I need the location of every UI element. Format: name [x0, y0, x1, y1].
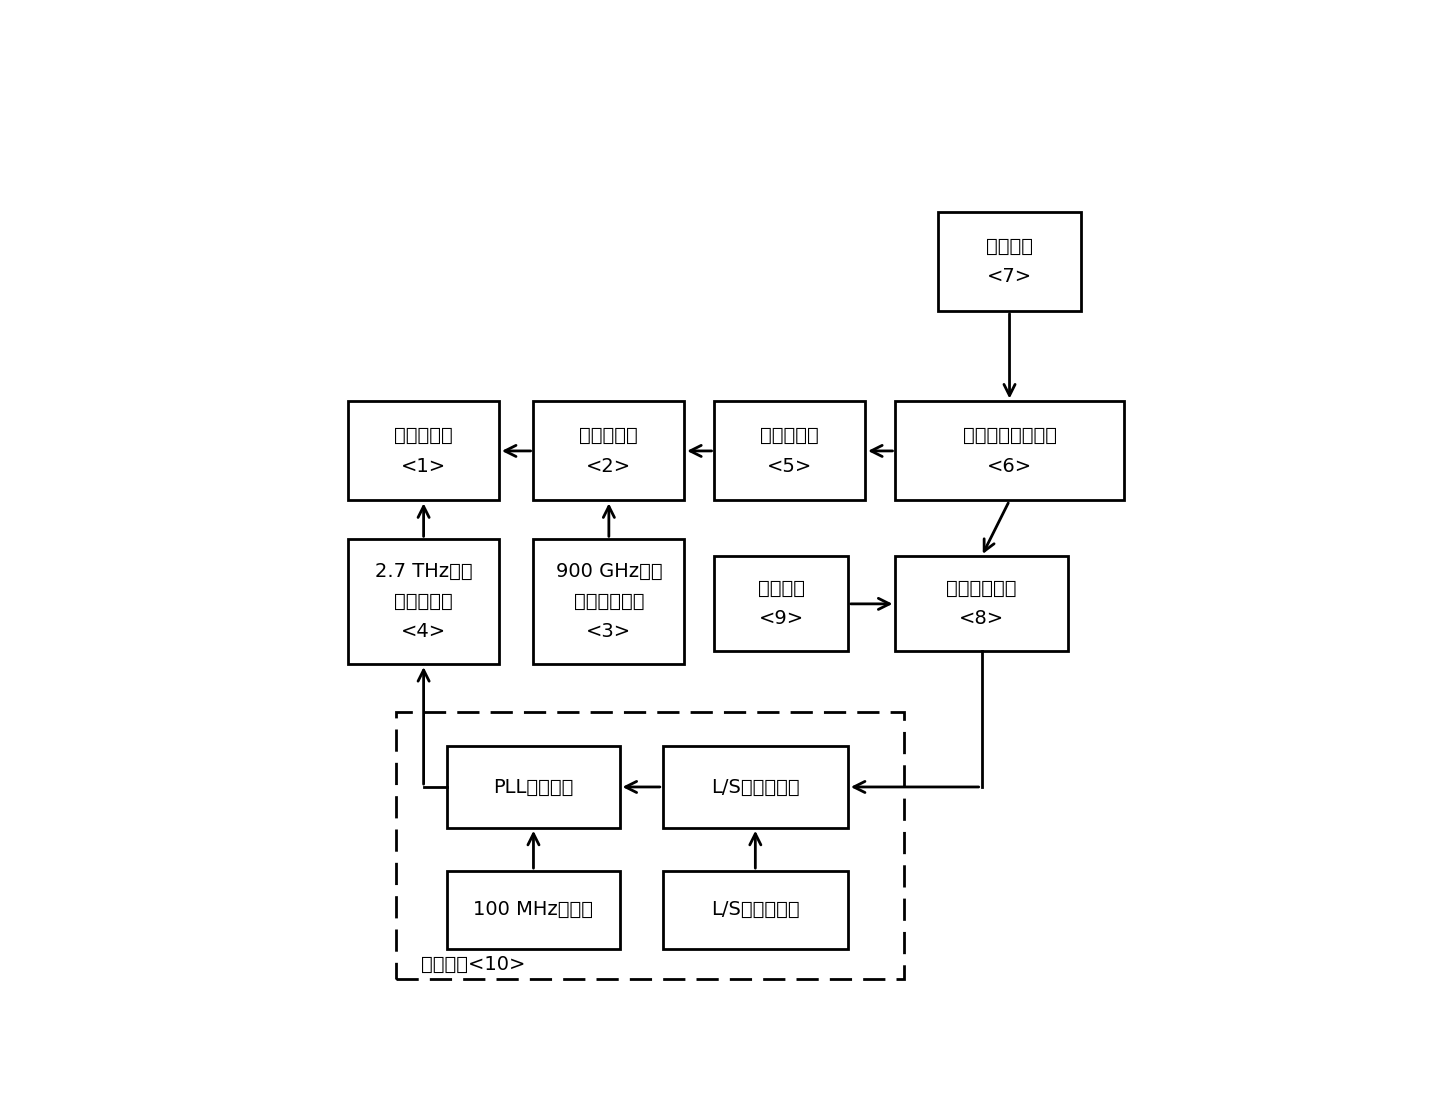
Text: 偏置单元: 偏置单元: [758, 580, 804, 599]
Bar: [714, 402, 866, 500]
Text: <3>: <3>: [586, 622, 632, 641]
Bar: [447, 871, 619, 949]
Bar: [533, 539, 684, 665]
Text: 带通滤波器: 带通滤波器: [761, 426, 819, 445]
Text: 100 MHz参考源: 100 MHz参考源: [474, 901, 593, 919]
Text: L/S波段信号源: L/S波段信号源: [711, 901, 800, 919]
Bar: [447, 746, 619, 828]
Text: 900 GHz频段: 900 GHz频段: [556, 562, 662, 581]
Bar: [533, 402, 684, 500]
Bar: [662, 871, 849, 949]
Bar: [348, 539, 498, 665]
Text: <4>: <4>: [401, 622, 447, 641]
Text: <6>: <6>: [987, 457, 1032, 476]
Text: <7>: <7>: [987, 267, 1032, 286]
Text: 级联激光器: 级联激光器: [395, 592, 452, 611]
Text: 偏置单元: 偏置单元: [987, 237, 1032, 256]
Text: 波束分离器: 波束分离器: [395, 426, 452, 445]
Text: PLL锁相环路: PLL锁相环路: [494, 778, 573, 797]
Bar: [896, 556, 1068, 651]
Text: 波束分离器: 波束分离器: [580, 426, 638, 445]
Bar: [714, 556, 849, 651]
Text: L/S波段混频器: L/S波段混频器: [711, 778, 800, 797]
Text: <9>: <9>: [758, 610, 804, 629]
Text: 锁相单元<10>: 锁相单元<10>: [421, 956, 526, 975]
Text: <2>: <2>: [586, 457, 632, 476]
Text: <8>: <8>: [959, 610, 1004, 629]
Bar: [939, 211, 1081, 311]
Text: 中频放大单元: 中频放大单元: [946, 580, 1017, 599]
Text: 2.7 THz量子: 2.7 THz量子: [375, 562, 472, 581]
Bar: [395, 712, 905, 979]
Bar: [348, 402, 498, 500]
Text: <5>: <5>: [767, 457, 813, 476]
Bar: [662, 746, 849, 828]
Text: 超导热电子混频器: 超导热电子混频器: [962, 426, 1057, 445]
Bar: [896, 402, 1124, 500]
Text: 固态半导体源: 固态半导体源: [573, 592, 645, 611]
Text: <1>: <1>: [401, 457, 447, 476]
